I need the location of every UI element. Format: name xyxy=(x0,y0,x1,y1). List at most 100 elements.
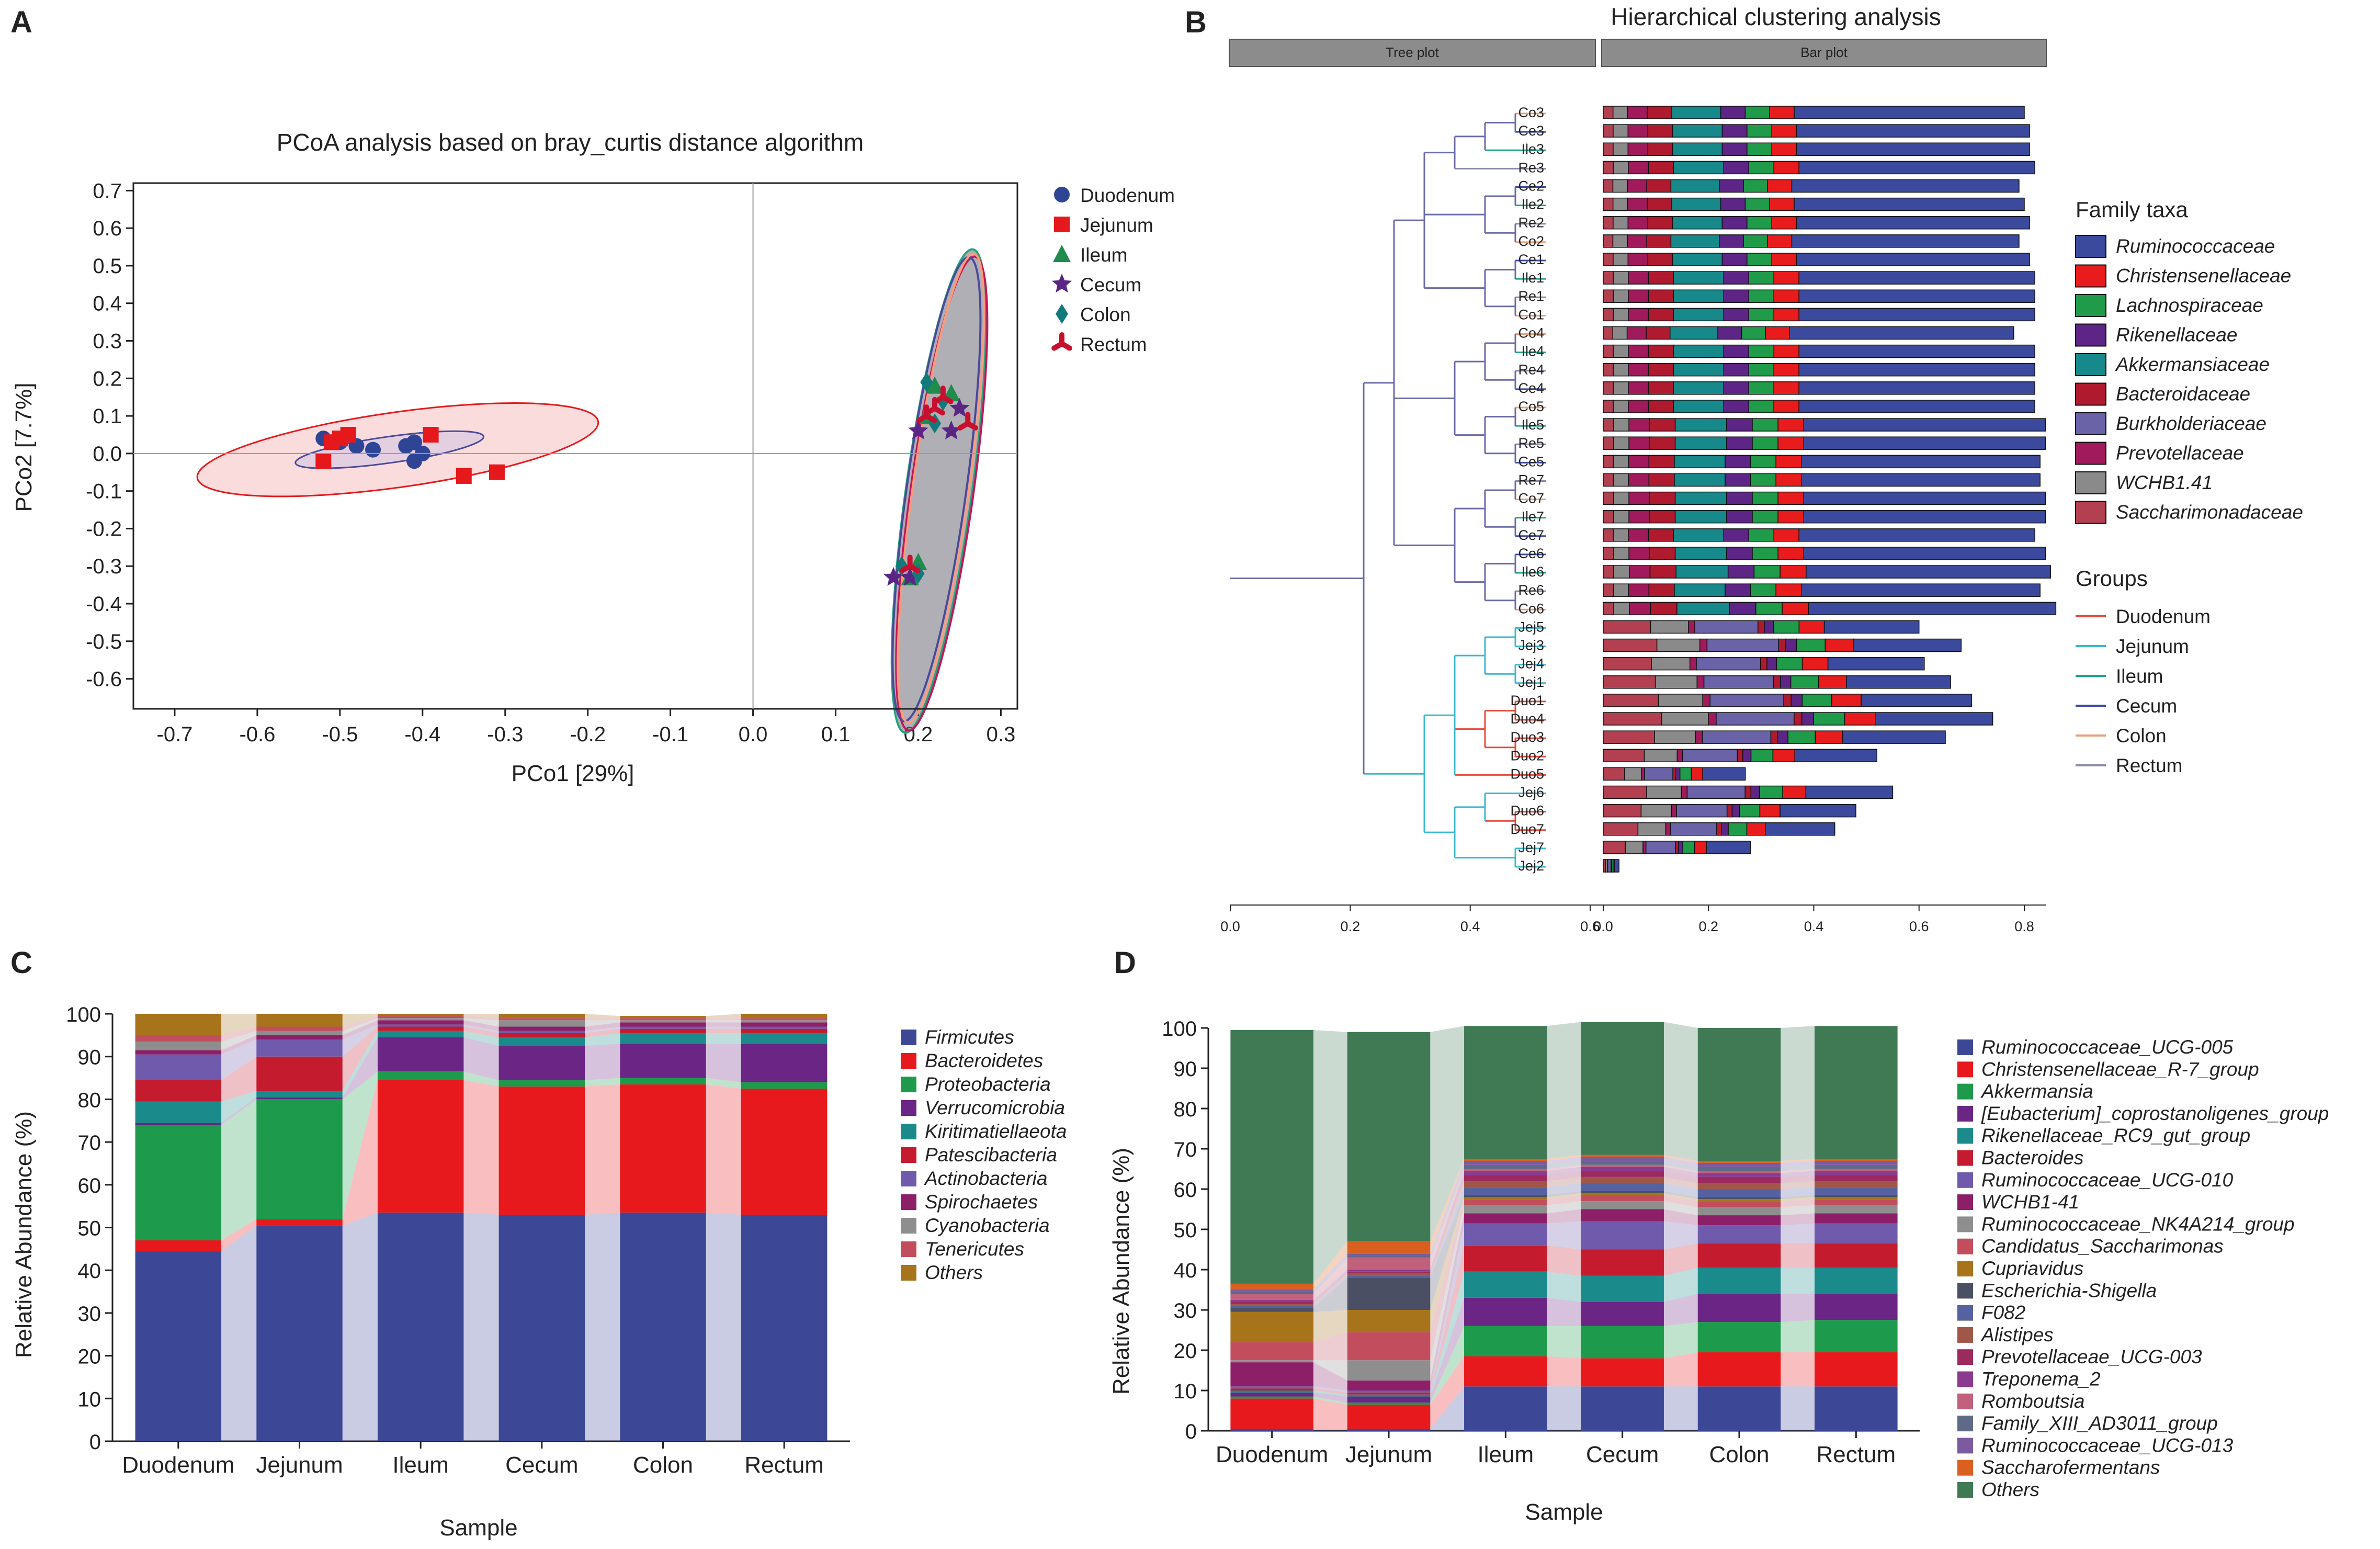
family-bar-segment xyxy=(1628,271,1649,285)
phylum-panel: 0 10 20 30 40 50 60 70 80 90 100 Duodenum Jejunum Ile… xyxy=(11,1003,1067,1541)
stacked-ytick-label: 50 xyxy=(78,1217,101,1240)
sample-label: Duo5 xyxy=(1510,766,1544,782)
family-bar-segment xyxy=(1723,161,1749,175)
family-bar-segment xyxy=(1603,253,1614,266)
family-legend-label: Prevotellaceae xyxy=(2116,443,2244,464)
stacked-legend-swatch xyxy=(901,1053,916,1069)
family-bar-segment xyxy=(1782,602,1809,616)
family-bar-segment xyxy=(1744,106,1771,119)
stacked-segment-bacteroidetes xyxy=(741,1088,828,1215)
family-bar-segment xyxy=(1603,381,1614,395)
stacked-legend-label: Ruminococcaceae_UCG-005 xyxy=(1981,1036,2234,1058)
family-bar-segment xyxy=(1773,363,1799,377)
stacked-ytick-label: 60 xyxy=(1174,1179,1197,1202)
family-bar-segment xyxy=(1696,657,1761,671)
stacked-connector-band xyxy=(1781,1195,1815,1200)
sample-labels: Co3 Ce3 Ile3 Re3 Ce2 Ile2 Re2 Co2 Ce1 Ile1 Re1 Co1 C… xyxy=(1510,105,1544,874)
rectum-point xyxy=(933,386,954,404)
stacked-connector-band xyxy=(1663,1183,1698,1197)
family-bar-segment xyxy=(1603,473,1614,487)
family-bar-segment xyxy=(1743,179,1769,193)
family-bar-segment xyxy=(1773,344,1799,358)
stacked-segment-saccharofermentans xyxy=(1347,1241,1431,1254)
family-bar-segment xyxy=(1695,730,1703,744)
sample-label: Ce5 xyxy=(1518,454,1544,469)
stacked-connector-band xyxy=(1663,1386,1698,1431)
stacked-segment-firmicutes xyxy=(741,1214,828,1441)
stacked-ytick-label: 100 xyxy=(66,1003,101,1026)
stacked-segment-wchb1-41 xyxy=(1464,1213,1547,1224)
colon-legend-marker xyxy=(1056,304,1068,324)
family-bar-segment xyxy=(1723,289,1749,303)
stacked-ytick-label: 30 xyxy=(78,1303,101,1326)
stacked-connector-band xyxy=(1547,1209,1581,1224)
stacked-segment-kiritimatiellaeota xyxy=(741,1033,828,1044)
pcoa-xtick-label: -0.7 xyxy=(157,723,193,746)
family-bar-segment xyxy=(1691,767,1703,781)
stacked-segment-family-xiii-ad3011-group xyxy=(1697,1167,1781,1171)
jejunum-point xyxy=(340,426,356,443)
stacked-connector-band xyxy=(342,1037,378,1100)
stacked-connector-band xyxy=(1663,1177,1698,1189)
stacked-connector-band xyxy=(1430,1297,1465,1403)
family-bar-segment xyxy=(1603,106,1614,119)
family-bar-segment xyxy=(1747,124,1772,138)
stacked-connector-band xyxy=(706,1020,741,1023)
stacked-segment-cupriavidus xyxy=(1464,1197,1547,1200)
family-bar-segment xyxy=(1674,547,1727,560)
family-bar-segment xyxy=(1648,400,1674,413)
stacked-segment-ruminococcaceae-ucg-010 xyxy=(1581,1221,1664,1250)
stacked-segment-patescibacteria xyxy=(741,1028,828,1033)
family-bar-segment xyxy=(1613,455,1629,469)
stacked-segment-others xyxy=(498,1014,585,1019)
family-bar-segment xyxy=(1673,528,1725,542)
family-bar-segment xyxy=(1603,289,1614,303)
pcoa-ytick-label: 0.4 xyxy=(93,292,122,315)
family-bar-segment xyxy=(1603,841,1626,854)
stacked-xtick-label: Rectum xyxy=(1817,1442,1896,1467)
family-bar-segment xyxy=(1798,344,2035,358)
stacked-segment-cupriavidus xyxy=(1815,1197,1898,1200)
stacked-xtick-label: Cecum xyxy=(505,1452,578,1478)
family-bar-segment xyxy=(1627,179,1647,193)
family-bar-segment xyxy=(1720,106,1746,119)
stacked-ytick-label: 20 xyxy=(1174,1340,1197,1363)
stacked-connector-band xyxy=(1663,1294,1698,1326)
family-bar-segment xyxy=(1782,785,1807,799)
family-bar-segment xyxy=(1759,804,1781,818)
stacked-legend-swatch xyxy=(1957,1238,1973,1254)
stacked-segment-firmicutes xyxy=(135,1251,222,1441)
family-bar-segment xyxy=(1647,142,1673,156)
sample-label: Re3 xyxy=(1518,160,1544,175)
stacked-segment-others xyxy=(1581,1022,1664,1155)
family-bar-segment xyxy=(1723,528,1749,542)
family-bar-segment xyxy=(1727,565,1755,579)
phylum-legend: FirmicutesBacteroidetesProteobacteriaVer… xyxy=(901,1026,1067,1283)
family-bar-segment xyxy=(1628,363,1649,377)
stacked-connector-band xyxy=(706,1044,741,1082)
stacked-segment-ruminococcaceae-ucg-010 xyxy=(1230,1386,1313,1389)
family-bar-segment xyxy=(1681,785,1688,799)
bar-axis-label: 0.6 xyxy=(1909,919,1929,934)
family-bar-segment xyxy=(1603,712,1662,726)
stacked-legend-swatch xyxy=(1957,1194,1973,1211)
sample-label: Duo6 xyxy=(1510,803,1544,819)
bar-axis-label: 0.0 xyxy=(1593,919,1613,934)
family-bar-segment xyxy=(1603,308,1614,322)
family-bar-segment xyxy=(1613,547,1629,560)
stacked-connector-band xyxy=(585,1020,620,1027)
stacked-connector-band xyxy=(342,1020,378,1040)
family-legend-swatch xyxy=(2075,323,2106,347)
family-bar-segment xyxy=(1780,804,1856,818)
stacked-connector-band xyxy=(1313,1398,1347,1429)
stacked-connector-band xyxy=(221,1056,257,1102)
stacked-legend-swatch xyxy=(1957,1083,1973,1100)
jejunum-point xyxy=(456,468,472,484)
family-bar-segment xyxy=(1702,730,1772,744)
sample-label: Co4 xyxy=(1518,325,1544,341)
family-bar-segment xyxy=(1603,804,1642,818)
sample-label: Duo2 xyxy=(1510,748,1544,763)
family-bar-segment xyxy=(1648,271,1674,285)
stacked-connector-band xyxy=(706,1084,741,1215)
stacked-connector-band xyxy=(1313,1386,1347,1393)
